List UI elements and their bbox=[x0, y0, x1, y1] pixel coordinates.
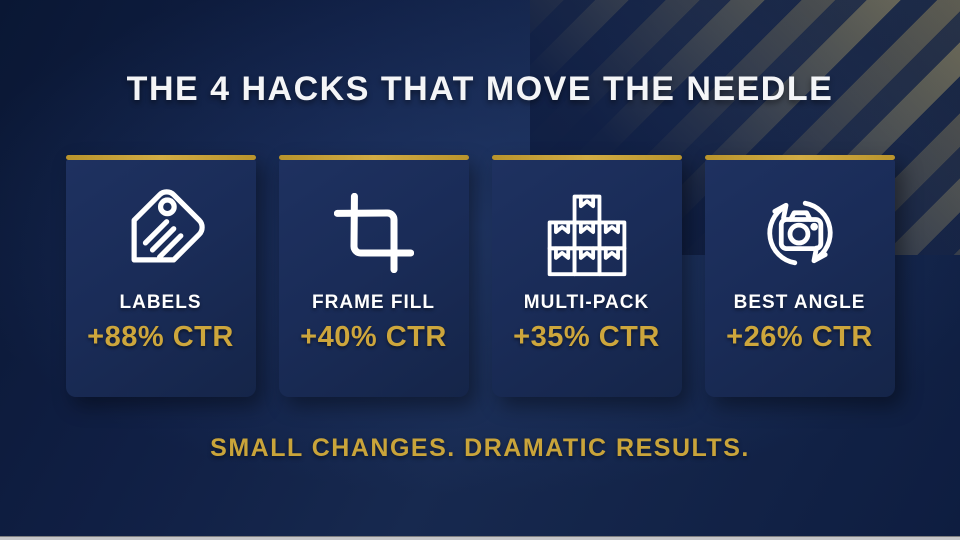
stat-card-multi-pack: MULTI-PACK +35% CTR bbox=[491, 155, 682, 397]
bottom-edge-strip bbox=[0, 536, 960, 540]
card-value: +88% CTR bbox=[87, 321, 234, 353]
boxes-stack-icon bbox=[541, 180, 633, 286]
crop-icon bbox=[333, 180, 414, 286]
card-label: MULTI-PACK bbox=[523, 292, 650, 313]
card-label: FRAME FILL bbox=[312, 292, 435, 313]
stat-cards-row: LABELS +88% CTR FRAME FILL +40% CTR bbox=[0, 155, 960, 397]
card-value: +35% CTR bbox=[513, 321, 660, 353]
footer-tagline: SMALL CHANGES. DRAMATIC RESULTS. bbox=[210, 434, 750, 462]
stat-card-best-angle: BEST ANGLE +26% CTR bbox=[704, 155, 895, 397]
stat-card-labels: LABELS +88% CTR bbox=[65, 155, 256, 397]
page-title: THE 4 HACKS THAT MOVE THE NEEDLE bbox=[126, 70, 834, 108]
card-gold-accent-bar bbox=[65, 155, 256, 160]
tag-icon bbox=[113, 180, 209, 286]
card-label: BEST ANGLE bbox=[733, 292, 866, 313]
card-value: +26% CTR bbox=[726, 321, 873, 353]
card-gold-accent-bar bbox=[278, 155, 469, 160]
camera-rotate-icon bbox=[750, 180, 850, 286]
card-value: +40% CTR bbox=[300, 321, 447, 353]
card-label: LABELS bbox=[119, 292, 202, 313]
stat-card-frame-fill: FRAME FILL +40% CTR bbox=[278, 155, 469, 397]
